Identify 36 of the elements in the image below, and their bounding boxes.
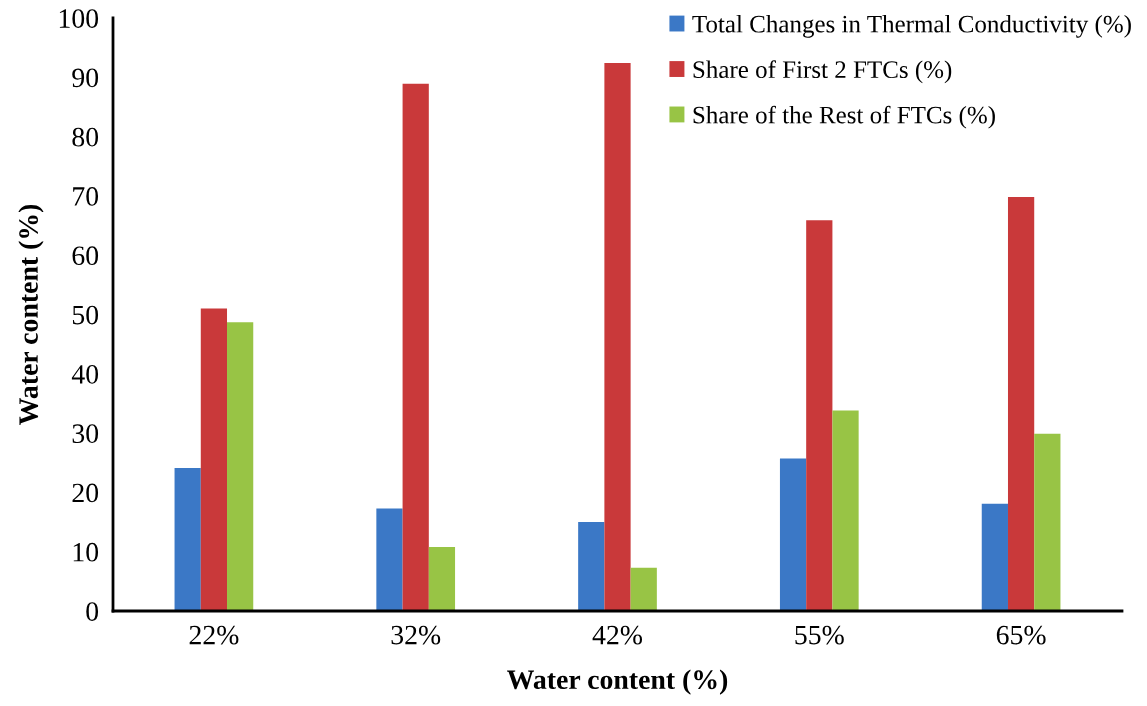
bar <box>779 458 807 611</box>
y-tick-label: 40 <box>71 364 99 384</box>
bar <box>981 503 1008 611</box>
bar <box>806 220 833 611</box>
x-tick-label: 42% <box>592 625 643 645</box>
y-tick-label: 80 <box>72 127 99 147</box>
y-tick-label: 60 <box>72 246 99 266</box>
y-tick-label: 10 <box>73 542 99 562</box>
y-tick-label: 100 <box>59 9 99 28</box>
bar <box>832 410 859 611</box>
y-axis-title: Water content (%) <box>18 204 44 425</box>
legend-label: Total Changes in Thermal Conductivity (%) <box>692 15 1131 38</box>
y-tick-label: 70 <box>73 187 99 206</box>
y-tick-label: 30 <box>72 424 99 444</box>
bar <box>578 522 605 611</box>
bar <box>1034 433 1061 611</box>
bar <box>428 546 456 611</box>
x-tick-label: 55% <box>795 625 844 645</box>
y-tick-label: 20 <box>72 483 99 503</box>
x-axis-title: Water content (%) <box>507 669 728 695</box>
x-tick-label: 32% <box>391 625 441 645</box>
y-tick-label: 90 <box>72 68 99 88</box>
bar <box>227 322 254 611</box>
bar <box>604 63 631 611</box>
bar <box>376 508 403 611</box>
bar <box>200 308 228 611</box>
x-tick-label: 22% <box>189 625 239 645</box>
bar <box>402 83 429 611</box>
legend-label: Share of the Rest of FTCs (%) <box>693 105 995 129</box>
bar <box>174 468 201 611</box>
legend-label: Share of First 2 FTCs (%) <box>693 60 952 84</box>
x-tick-label: 65% <box>996 625 1046 645</box>
y-tick-label: 50 <box>72 305 99 325</box>
bar <box>630 567 657 611</box>
y-tick-label: 0 <box>86 602 99 621</box>
bar <box>1007 197 1035 611</box>
